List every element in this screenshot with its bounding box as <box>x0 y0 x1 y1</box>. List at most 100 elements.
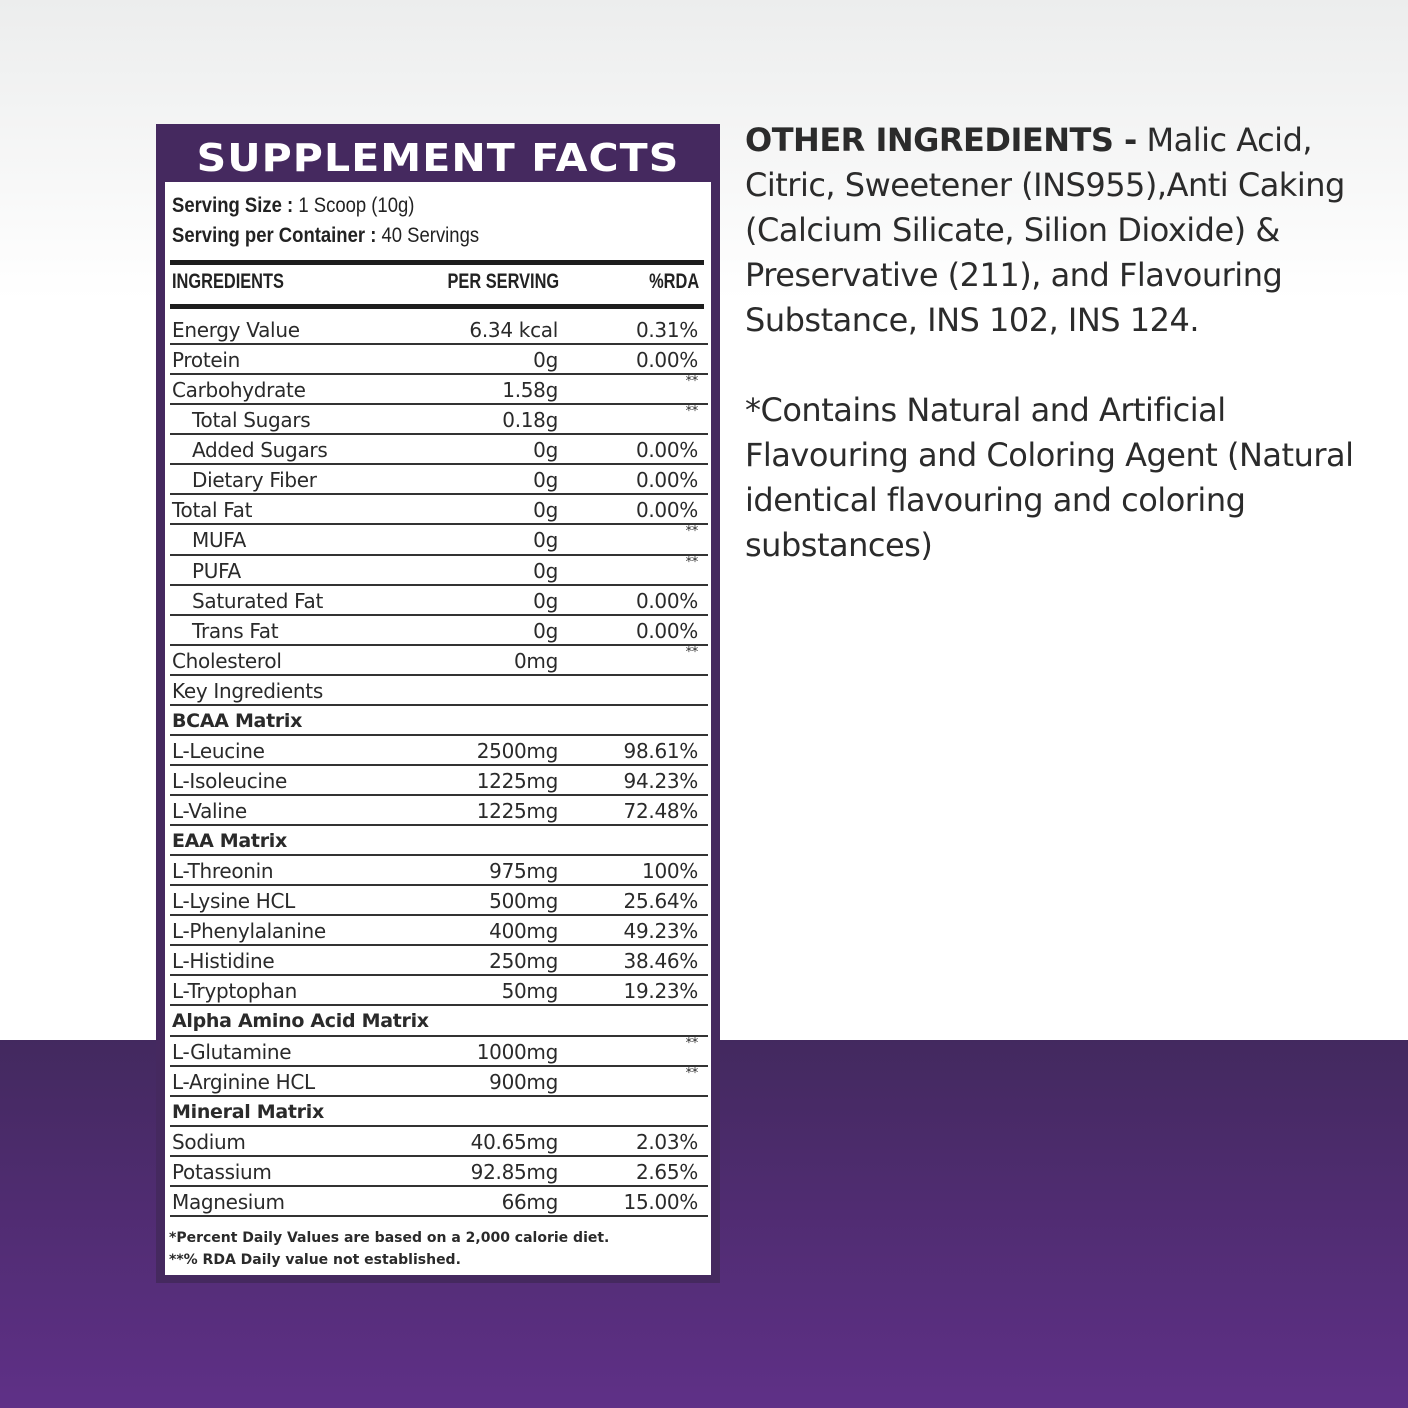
table-row: L-Arginine HCL 900mg ** <box>170 1066 708 1097</box>
servings-value: 40 Servings <box>381 224 480 247</box>
ingredient-name: L-Phenylalanine <box>172 919 326 944</box>
ingredient-name: Dietary Fiber <box>192 468 317 493</box>
table-row: Total Fat 0g 0.00% <box>170 495 708 526</box>
per-serving-value: 92.85mg <box>470 1159 559 1184</box>
per-serving-value: 975mg <box>489 859 558 884</box>
table-row: L-Glutamine 1000mg ** <box>170 1036 708 1067</box>
table-row: Total Sugars 0.18g ** <box>170 404 708 436</box>
other-ingredients-label: OTHER INGREDIENTS - <box>745 121 1137 159</box>
ingredient-name: Energy Value <box>172 318 300 342</box>
ingredient-name: Alpha Amino Acid Matrix <box>172 1010 429 1033</box>
other-ingredients: OTHER INGREDIENTS - Malic Acid, Citric, … <box>745 118 1385 343</box>
ingredient-name: Mineral Matrix <box>172 1100 324 1123</box>
ingredient-name: Magnesium <box>172 1189 285 1214</box>
table-row: Potassium 92.85mg 2.65% <box>170 1157 708 1187</box>
rda-value: ** <box>685 404 699 420</box>
rda-value: 25.64% <box>623 889 699 914</box>
rda-value: 2.03% <box>635 1129 698 1154</box>
per-serving-value: 1000mg <box>476 1039 559 1064</box>
ingredient-name: L-Histidine <box>172 949 275 974</box>
ingredient-name: MUFA <box>192 528 247 553</box>
rda-value: 0.00% <box>635 618 698 643</box>
per-serving-value: 0g <box>533 558 558 583</box>
contains-note: *Contains Natural and Artificial Flavour… <box>745 391 1354 564</box>
ingredient-name: Saturated Fat <box>192 588 324 613</box>
ingredient-name: L-Isoleucine <box>172 768 288 793</box>
per-serving-value: 50mg <box>501 979 559 1004</box>
per-serving-value: 0g <box>533 468 558 493</box>
header-per-serving: PER SERVING <box>447 270 559 293</box>
ingredient-name: Carbohydrate <box>172 378 306 403</box>
servings-label: Serving per Container : <box>172 224 377 247</box>
rda-value: 0.31% <box>635 318 698 342</box>
other-ingredients-text: Malic Acid, Citric, Sweetener (INS955),A… <box>745 121 1345 339</box>
rda-value: 0.00% <box>635 468 698 493</box>
divider <box>170 304 704 309</box>
rda-value: 49.23% <box>623 919 699 944</box>
ingredient-name: Total Sugars <box>192 408 311 433</box>
rda-value: ** <box>685 1065 699 1081</box>
table-row: L-Leucine 2500mg 98.61% <box>170 736 708 766</box>
table-row: L-Phenylalanine 400mg 49.23% <box>170 916 708 947</box>
ingredient-name: Key Ingredients <box>172 678 323 703</box>
ingredient-rows: Energy Value 6.34 kcal 0.31% Protein 0g 0.00%… <box>170 315 708 1217</box>
per-serving-value: 0g <box>533 588 558 613</box>
ingredient-name: Potassium <box>172 1159 272 1184</box>
per-serving-value: 250mg <box>489 949 558 974</box>
table-row: Dietary Fiber 0g 0.00% <box>170 465 708 496</box>
ingredient-name: L-Glutamine <box>172 1039 292 1064</box>
table-row: PUFA 0g ** <box>170 555 708 586</box>
per-serving-value: 0.18g <box>502 408 558 433</box>
table-row: Saturated Fat 0g 0.00% <box>170 586 708 616</box>
ingredient-name: BCAA Matrix <box>172 709 303 732</box>
rda-value: 15.00% <box>623 1189 699 1214</box>
per-serving-value: 0g <box>533 348 558 373</box>
table-row: Alpha Amino Acid Matrix <box>170 1006 708 1037</box>
ingredient-name: L-Lysine HCL <box>172 889 296 914</box>
ingredient-name: Cholesterol <box>172 648 282 673</box>
panel-title: SUPPLEMENT FACTS <box>196 136 680 180</box>
per-serving-value: 6.34 kcal <box>469 318 558 342</box>
ingredient-name: L-Tryptophan <box>172 979 297 1004</box>
per-serving-value: 0g <box>533 528 558 553</box>
rda-value: ** <box>685 554 699 570</box>
table-row: Trans Fat 0g 0.00% <box>170 616 708 646</box>
ingredient-name: Added Sugars <box>192 438 328 463</box>
table-row: MUFA 0g ** <box>170 524 708 556</box>
ingredient-name: Sodium <box>172 1129 246 1154</box>
per-serving-value: 900mg <box>489 1069 558 1094</box>
table-row: L-Histidine 250mg 38.46% <box>170 946 708 977</box>
table-row: L-Threonin 975mg 100% <box>170 856 708 887</box>
supplement-facts-panel: SUPPLEMENT FACTS Serving Size : 1 Scoop … <box>156 124 720 1283</box>
per-serving-value: 40.65mg <box>470 1129 559 1154</box>
rda-value: 38.46% <box>623 949 699 974</box>
rda-value: 0.00% <box>635 438 698 463</box>
per-serving-value: 2500mg <box>476 738 559 763</box>
table-row: L-Tryptophan 50mg 19.23% <box>170 976 708 1007</box>
per-serving-value: 1.58g <box>502 378 558 403</box>
rda-value: 19.23% <box>623 979 699 1004</box>
per-serving-value: 0mg <box>513 648 558 673</box>
table-row: Magnesium 66mg 15.00% <box>170 1187 708 1217</box>
ingredient-name: Protein <box>172 348 241 373</box>
per-serving-value: 500mg <box>489 889 558 914</box>
table-row: Mineral Matrix <box>170 1097 708 1127</box>
table-row: L-Lysine HCL 500mg 25.64% <box>170 886 708 917</box>
serving-size: Serving Size : 1 Scoop (10g) <box>172 194 414 218</box>
footnote-daily-values: *Percent Daily Values are based on a 2,0… <box>169 1230 610 1246</box>
rda-value: ** <box>685 374 699 390</box>
rda-value: ** <box>685 1035 699 1051</box>
rda-value: 0.00% <box>635 588 698 613</box>
other-ingredients-section: OTHER INGREDIENTS - Malic Acid, Citric, … <box>745 118 1385 613</box>
ingredient-name: PUFA <box>192 558 241 583</box>
ingredient-name: Total Fat <box>172 498 253 523</box>
rda-value: 100% <box>642 859 698 884</box>
table-row: Added Sugars 0g 0.00% <box>170 435 708 466</box>
serving-size-label: Serving Size : <box>172 194 294 217</box>
rda-value: 98.61% <box>623 738 699 763</box>
ingredient-name: L-Arginine HCL <box>172 1069 315 1094</box>
rda-value: ** <box>685 644 699 660</box>
table-row: Protein 0g 0.00% <box>170 345 708 376</box>
table-row: Key Ingredients <box>170 676 708 706</box>
rda-value: 94.23% <box>623 768 699 793</box>
